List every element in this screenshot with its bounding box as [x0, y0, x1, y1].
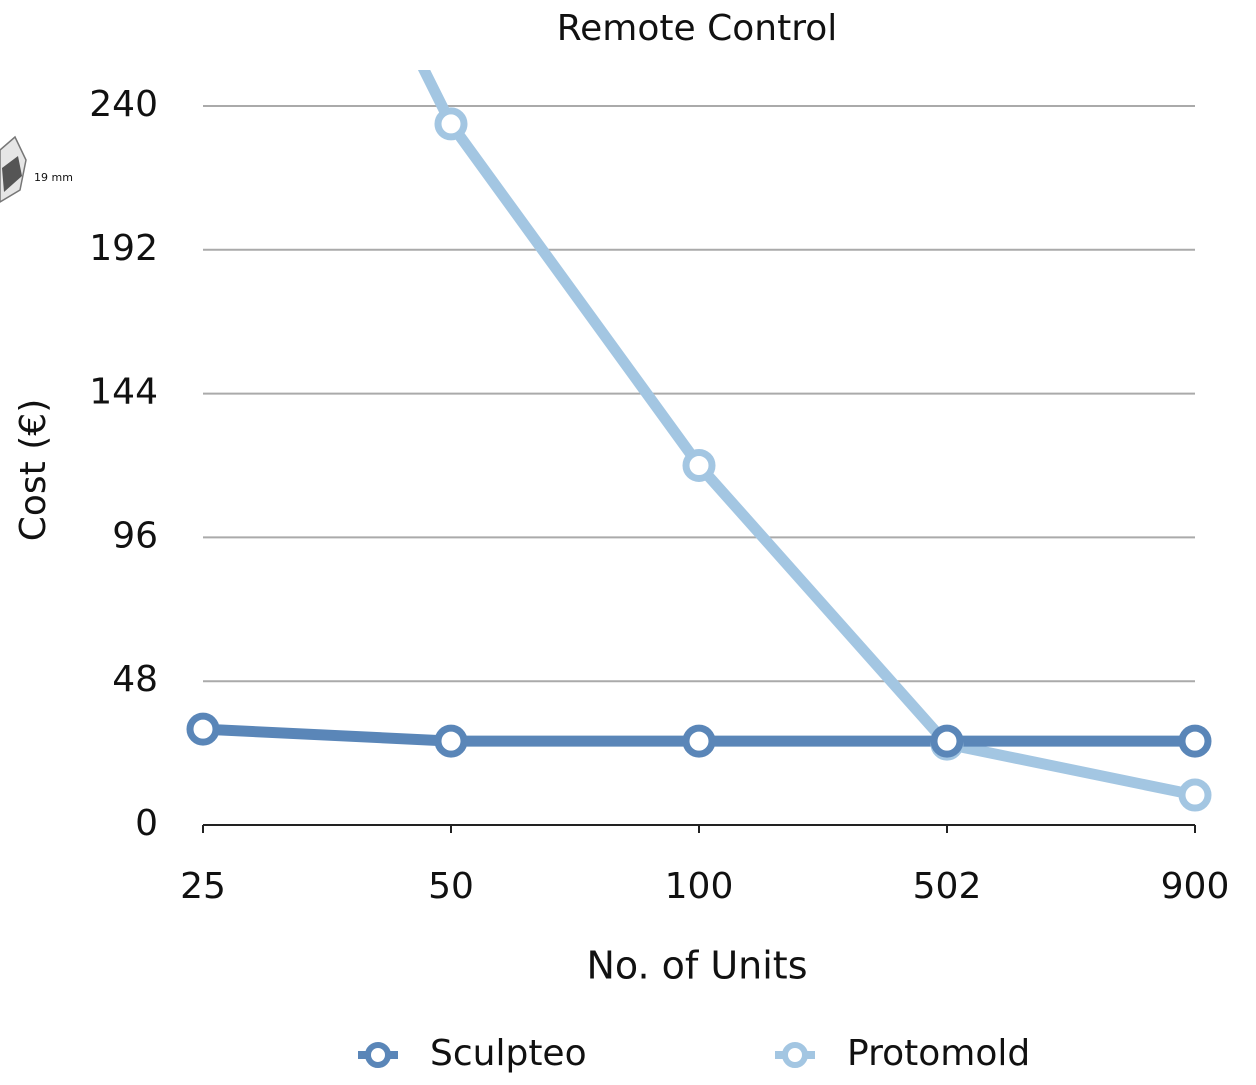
legend-marker [365, 1042, 391, 1068]
plot [186, 70, 1212, 812]
y-tick-label: 240 [89, 84, 158, 125]
y-tick-label: 0 [135, 803, 158, 844]
legend-label: Protomold [847, 1033, 1030, 1074]
chart-title: Remote Control [557, 8, 837, 49]
x-tick-label: 502 [913, 866, 982, 907]
y-tick-label: 48 [112, 659, 158, 700]
x-tick-label: 50 [428, 866, 474, 907]
y-tick-label: 96 [112, 515, 158, 556]
data-point [930, 724, 964, 758]
x-tick-label: 100 [665, 866, 734, 907]
x-tick-label: 900 [1161, 866, 1230, 907]
y-axis-label: Cost (€) [13, 399, 54, 541]
series-line [417, 70, 1197, 801]
data-point [682, 724, 716, 758]
data-point [1178, 724, 1212, 758]
legend-marker [782, 1042, 808, 1068]
data-point [1178, 778, 1212, 812]
data-point [434, 724, 468, 758]
x-tick-label: 25 [180, 866, 226, 907]
y-tick-label: 192 [89, 228, 158, 269]
x-axis-label: No. of Units [586, 944, 807, 988]
data-point [186, 712, 220, 746]
legend-label: Sculpteo [430, 1033, 587, 1074]
y-tick-label: 144 [89, 372, 158, 413]
thumbnail-fragment: 19 mm [0, 135, 73, 203]
thumbnail-label: 19 mm [34, 171, 73, 184]
data-point [682, 448, 716, 482]
data-point [434, 107, 468, 141]
